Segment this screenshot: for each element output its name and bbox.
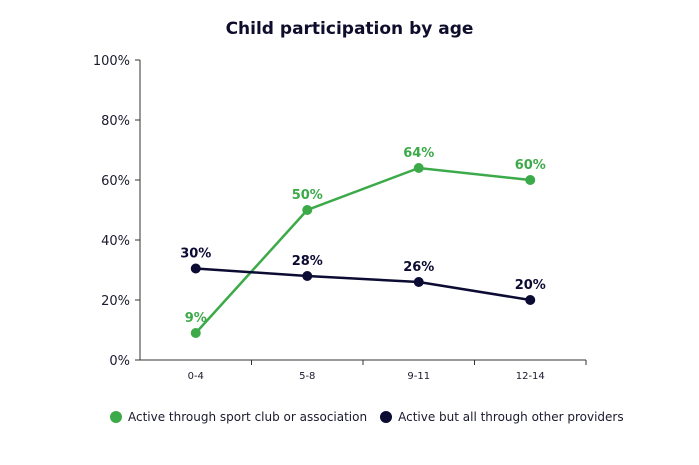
x-tick-label: 0-4 (188, 371, 204, 382)
y-tick-label: 80% (101, 114, 130, 129)
data-label: 20% (515, 278, 546, 293)
data-point (302, 205, 313, 215)
series-line (194, 166, 531, 334)
axes: 0% 20% 40% 60% 80% 100% 0-4 5-8 9-11 12-14 (93, 54, 587, 382)
data-label: 60% (515, 158, 546, 173)
data-label: 64% (403, 146, 434, 161)
data-label: 9% (185, 311, 207, 326)
data-point (525, 295, 536, 305)
data-point (413, 163, 424, 173)
data-point (302, 271, 313, 281)
data-label: 26% (403, 260, 434, 275)
data-label: 50% (292, 188, 323, 203)
legend-marker-club (110, 411, 122, 423)
chart-title: Child participation by age (225, 19, 474, 39)
y-tick-label: 40% (101, 234, 130, 249)
y-tick-label: 100% (93, 54, 130, 69)
legend-item-other[interactable]: Active but all through other providers (380, 410, 624, 424)
x-tick-label: 12-14 (516, 371, 545, 382)
x-tick-label: 5-8 (299, 371, 315, 382)
data-label: 30% (180, 247, 211, 262)
series-1: 30% 28% 26% 20% (180, 247, 546, 305)
legend-label-club: Active through sport club or association (128, 410, 368, 424)
y-tick-label: 60% (101, 174, 130, 189)
x-tick-label: 9-11 (407, 371, 430, 382)
series-line (195, 267, 531, 302)
data-point (190, 328, 201, 338)
y-tick-label: 20% (101, 294, 130, 309)
legend-label-other: Active but all through other providers (398, 410, 624, 424)
legend: Active through sport club or association… (110, 410, 637, 424)
legend-marker-other (380, 411, 393, 423)
data-point (413, 277, 424, 287)
y-tick-label: 0% (109, 354, 130, 369)
series-0: 9% 50% 64% 60% (185, 146, 546, 338)
series-layer: 9% 50% 64% 60% 30% 28% 26% 20% (180, 146, 546, 338)
legend-item-club[interactable]: Active through sport club or association (110, 410, 367, 424)
data-label: 28% (292, 254, 323, 269)
data-point (525, 175, 536, 185)
data-point (190, 263, 201, 274)
